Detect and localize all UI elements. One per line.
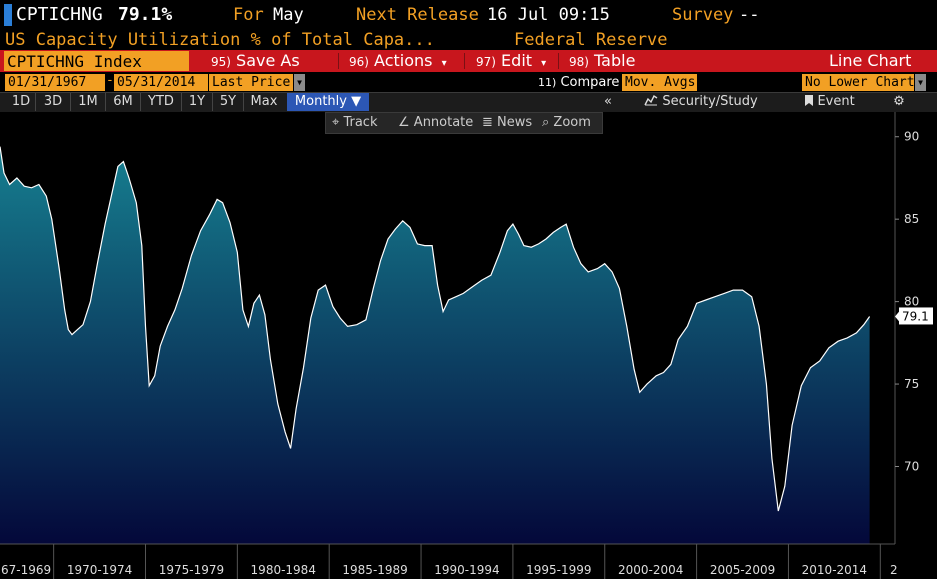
x-tick-label: 2 [890,563,898,577]
annotate-label: Annotate [413,115,474,130]
next-release-label: Next Release [356,5,479,25]
news-icon: ≣ [482,115,493,130]
pencil-icon: ∠ [398,115,410,130]
event-label: Event [817,94,855,109]
event-button[interactable]: Event [798,93,862,111]
x-tick-label: 67-1969 [1,563,51,577]
edit-dropdown-icon: ▾ [541,58,547,69]
y-tick-label: 85 [904,212,919,226]
annotate-tool[interactable]: ∠ Annotate [398,114,473,132]
ticker-color-marker [4,4,12,26]
news-label: News [497,115,533,130]
survey-value: -- [739,5,760,25]
chart-type-label[interactable]: Line Chart [829,51,912,70]
price-field-dropdown-icon[interactable]: ▼ [294,74,305,91]
frequency-select[interactable]: Monthly ▼ [287,93,369,111]
menu-divider [464,53,465,69]
gear-icon: ⚙ [893,94,905,109]
ticker-symbol: CPTICHNG [16,4,103,25]
y-tick-label: 70 [904,460,919,474]
security-study-button[interactable]: Security/Study [634,93,768,111]
x-tick-label: 2000-2004 [618,563,683,577]
function-menu-bar [0,50,937,72]
menu-divider [338,53,339,69]
crosshair-icon: ⌖ [332,115,340,130]
for-label: For [233,5,264,25]
for-value: May [273,5,304,25]
lower-chart-select[interactable]: No Lower Chart [802,74,915,91]
security-field[interactable] [4,51,189,71]
track-label: Track [343,115,378,130]
actions-menu[interactable]: 96) Actions ▾ [349,51,447,71]
last-value-marker [899,307,933,325]
y-tick-label: 80 [904,295,919,309]
start-date-field[interactable]: 01/31/1967 [5,74,105,91]
range-1d[interactable]: 1D [7,93,36,111]
study-chart-icon [644,94,662,109]
compare-number: 11) [538,76,557,89]
x-tick-label: 1970-1974 [67,563,132,577]
range-3d[interactable]: 3D [36,93,71,111]
security-header: CPTICHNG 79.1% For May Next Release 16 J… [0,0,937,29]
x-tick-label: 1990-1994 [434,563,499,577]
security-study-label: Security/Study [662,94,758,109]
edit-label: Edit [501,51,533,70]
x-tick-label: 1975-1979 [159,563,224,577]
chart-tools-bar: ⌖ Track ∠ Annotate ≣ News ⌕ Zoom [325,112,603,134]
bookmark-icon [805,94,817,109]
area-fill [0,146,870,544]
series-line [0,146,871,512]
next-release-value: 16 Jul 09:15 [487,5,610,25]
zoom-tool[interactable]: ⌕ Zoom [542,114,591,132]
track-tool[interactable]: ⌖ Track [332,114,378,132]
range-ytd[interactable]: YTD [141,93,182,111]
table-number: 98) [569,55,589,69]
last-value: 79.1% [118,4,173,25]
news-tool[interactable]: ≣ News [482,114,532,132]
range-1m[interactable]: 1M [71,93,106,111]
range-6m[interactable]: 6M [106,93,141,111]
settings-button[interactable]: ⚙ [886,93,912,111]
x-tick-label: 1995-1999 [526,563,591,577]
compare-text: Compare [560,75,620,90]
save-as-number: 95) [211,55,231,69]
range-max[interactable]: Max [250,94,278,109]
table-label: Table [594,51,636,70]
last-value-pointer [895,310,900,323]
security-field-text: CPTICHNG Index [7,52,142,71]
security-description: US Capacity Utilization % of Total Capa.… [5,30,435,50]
price-field-select[interactable]: Last Price [209,74,293,91]
last-value-label: 79.1 [902,309,929,323]
x-tick-label: 2005-2009 [710,563,775,577]
collapse-button[interactable]: « [604,94,612,109]
actions-label: Actions [374,51,433,70]
edit-menu[interactable]: 97) Edit ▾ [476,51,546,71]
save-as-label: Save As [236,51,300,70]
menu-divider [558,53,559,69]
survey-label: Survey [672,5,734,25]
lower-chart-dropdown-icon[interactable]: ▼ [915,74,926,91]
actions-number: 96) [349,55,369,69]
magnifier-icon: ⌕ [542,115,550,130]
end-date-field[interactable]: 05/31/2014 [114,74,208,91]
zoom-label: Zoom [553,115,591,130]
table-menu[interactable]: 98) Table [569,51,635,71]
line-chart[interactable]: 70 75 80 85 90 67-1969 1970-1974 1975-1979 1980… [0,112,937,579]
range-1y[interactable]: 1Y [182,93,213,111]
compare-label: 11) Compare [538,75,619,90]
x-tick-label: 1980-1984 [251,563,316,577]
y-tick-label: 90 [904,130,919,144]
x-tick-label: 1985-1989 [342,563,407,577]
compare-select[interactable]: Mov. Avgs [622,74,697,91]
y-tick-label: 75 [904,377,919,391]
save-as-menu[interactable]: 95) Save As [211,51,300,71]
range-5y[interactable]: 5Y [213,93,244,111]
data-source: Federal Reserve [514,30,668,50]
range-toolbar [0,92,937,112]
actions-dropdown-icon: ▾ [441,58,447,69]
security-description-row: US Capacity Utilization % of Total Capa.… [0,29,937,50]
x-tick-label: 2010-2014 [802,563,867,577]
edit-number: 97) [476,55,496,69]
